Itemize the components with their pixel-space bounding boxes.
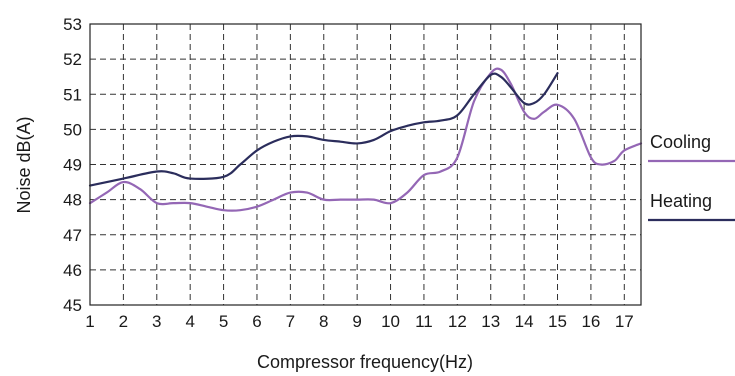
x-tick-label: 8 — [319, 312, 328, 331]
y-tick-label: 53 — [63, 15, 82, 34]
x-tick-label: 2 — [119, 312, 128, 331]
x-tick-label: 14 — [515, 312, 534, 331]
y-tick-label: 48 — [63, 191, 82, 210]
x-tick-label: 3 — [152, 312, 161, 331]
x-tick-label: 6 — [252, 312, 261, 331]
x-tick-label: 9 — [352, 312, 361, 331]
x-tick-label: 13 — [481, 312, 500, 331]
x-tick-labels: 1 2 3 4 5 6 7 8 9 10 11 12 13 14 15 16 17 — [85, 312, 633, 331]
legend: Cooling Heating — [648, 132, 735, 222]
series-line-cooling — [88, 67, 643, 212]
x-tick-label: 1 — [85, 312, 94, 331]
x-tick-label: 7 — [286, 312, 295, 331]
x-tick-label: 12 — [448, 312, 467, 331]
plot-frame — [89, 23, 642, 306]
legend-label-heating: Heating — [650, 191, 712, 211]
x-tick-label: 5 — [219, 312, 228, 331]
x-tick-label: 4 — [185, 312, 194, 331]
grid — [90, 24, 641, 305]
y-tick-label: 51 — [63, 85, 82, 104]
y-tick-label: 45 — [63, 296, 82, 315]
x-tick-label: 10 — [381, 312, 400, 331]
x-tick-label: 17 — [615, 312, 634, 331]
y-tick-label: 46 — [63, 261, 82, 280]
y-tick-label: 52 — [63, 50, 82, 69]
x-tick-label: 11 — [415, 312, 433, 331]
x-tick-label: 16 — [581, 312, 600, 331]
x-axis-label: Compressor frequency(Hz) — [257, 352, 473, 372]
y-axis-label: Noise dB(A) — [14, 116, 34, 213]
y-tick-label: 50 — [63, 120, 82, 139]
series-lines — [88, 67, 643, 212]
y-tick-label: 49 — [63, 156, 82, 175]
y-tick-labels: 45 46 47 48 49 50 51 52 53 — [63, 15, 82, 315]
legend-label-cooling: Cooling — [650, 132, 711, 152]
x-tick-label: 15 — [548, 312, 567, 331]
y-tick-label: 47 — [63, 226, 82, 245]
series-line-heating — [88, 72, 559, 187]
